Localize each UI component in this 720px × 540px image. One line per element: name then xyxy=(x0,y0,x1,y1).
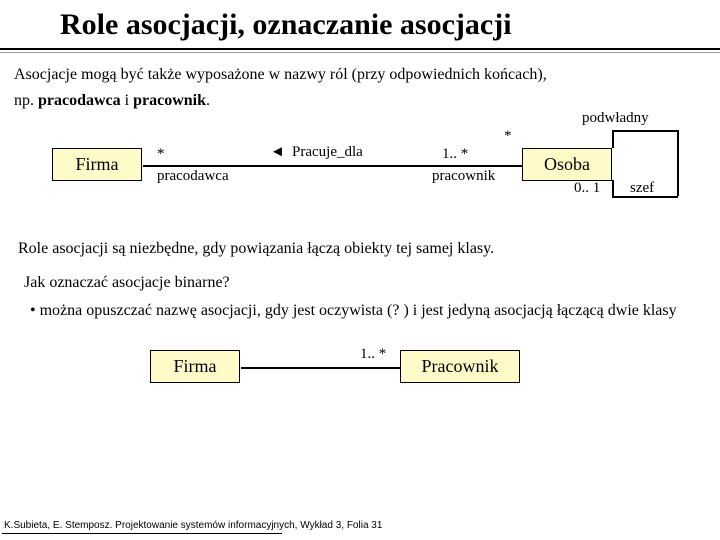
class-firma: Firma xyxy=(52,148,142,181)
self-mult-bot: 0.. 1 xyxy=(574,180,600,197)
class-firma-2: Firma xyxy=(150,350,240,383)
footer-text: K.Subieta, E. Stemposz. Projektowanie sy… xyxy=(2,519,384,532)
uml-diagram-2: Firma 1.. * Pracownik xyxy=(0,338,720,398)
assoc-name: Pracuje_dla xyxy=(292,144,363,161)
title-divider xyxy=(0,48,720,52)
uml-diagram-1: Firma * pracodawca ◄ Pracuje_dla 1.. * p… xyxy=(12,118,708,218)
question-text: Jak oznaczać asocjacje binarne? xyxy=(24,274,696,292)
mult-2: 1.. * xyxy=(360,346,386,363)
self-line-v-bot xyxy=(612,180,614,196)
self-line-v-right xyxy=(677,130,679,196)
assoc-line-2 xyxy=(241,367,401,369)
bullet-1: • można opuszczać nazwę asocjacji, gdy j… xyxy=(30,302,690,320)
self-line-v-top xyxy=(612,130,614,148)
self-role-top: podwładny xyxy=(582,110,649,127)
intro-line-1: Asocjacje mogą być także wyposażone w na… xyxy=(14,66,706,84)
intro-text: Asocjacje mogą być także wyposażone w na… xyxy=(0,56,720,110)
intro-line-2: np. pracodawca i pracownik. xyxy=(14,92,706,110)
role-right: pracownik xyxy=(432,168,495,185)
note-text: Role asocjacji są niezbędne, gdy powiąza… xyxy=(18,240,702,258)
direction-arrow: ◄ xyxy=(270,144,285,161)
mult-left: * xyxy=(157,146,165,163)
self-role-bot: szef xyxy=(630,180,654,197)
self-mult-top: * xyxy=(504,128,512,145)
class-osoba: Osoba xyxy=(522,148,612,181)
mult-right: 1.. * xyxy=(442,146,468,163)
assoc-line xyxy=(143,165,523,167)
role-left: pracodawca xyxy=(157,168,229,185)
self-line-h-top xyxy=(612,130,677,132)
page-title: Role asocjacji, oznaczanie asocjacji xyxy=(60,8,720,42)
footer-underline xyxy=(2,533,282,534)
class-pracownik: Pracownik xyxy=(400,350,520,383)
